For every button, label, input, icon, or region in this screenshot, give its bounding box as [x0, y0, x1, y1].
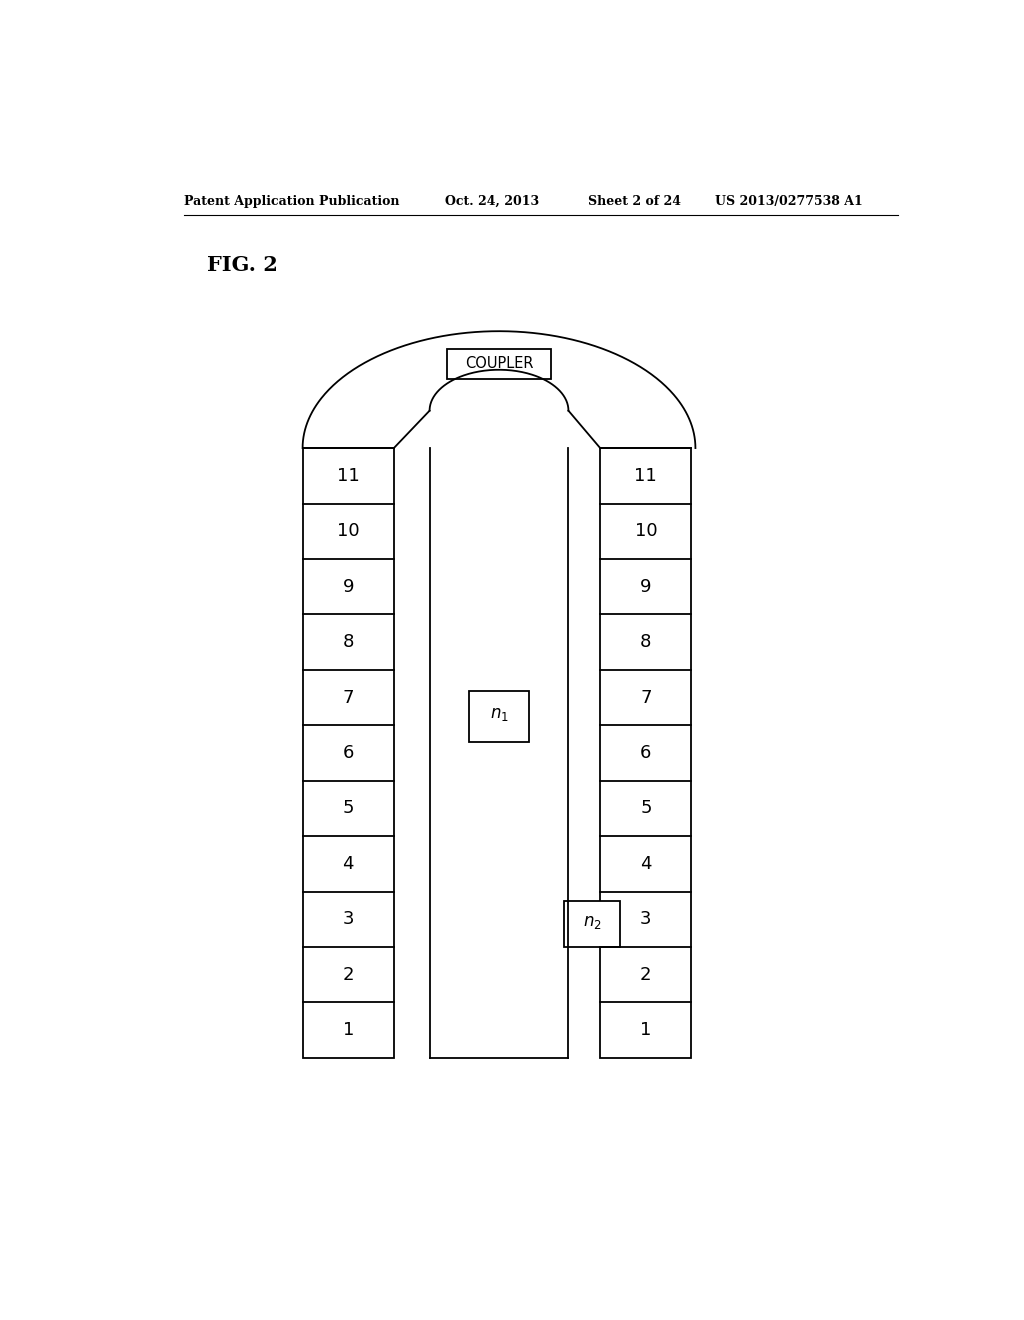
- Text: 8: 8: [343, 634, 354, 651]
- Text: 2: 2: [342, 966, 354, 983]
- Text: 1: 1: [640, 1022, 651, 1039]
- Text: 7: 7: [640, 689, 651, 706]
- Text: 1: 1: [343, 1022, 354, 1039]
- Bar: [303, 447, 394, 1057]
- Text: 8: 8: [640, 634, 651, 651]
- Text: Patent Application Publication: Patent Application Publication: [183, 194, 399, 207]
- Text: 9: 9: [640, 578, 651, 595]
- Text: 10: 10: [635, 523, 657, 540]
- Text: 7: 7: [342, 689, 354, 706]
- Text: US 2013/0277538 A1: US 2013/0277538 A1: [715, 194, 863, 207]
- Text: 6: 6: [640, 744, 651, 762]
- Text: FIG. 2: FIG. 2: [207, 255, 279, 275]
- Text: 3: 3: [640, 911, 651, 928]
- FancyBboxPatch shape: [564, 900, 621, 946]
- Text: 4: 4: [640, 855, 651, 873]
- Text: $n_2$: $n_2$: [583, 912, 602, 931]
- Bar: [600, 447, 691, 1057]
- Text: COUPLER: COUPLER: [465, 356, 534, 371]
- Text: 6: 6: [343, 744, 354, 762]
- Text: 10: 10: [337, 523, 359, 540]
- Text: 11: 11: [337, 467, 359, 484]
- FancyBboxPatch shape: [447, 348, 551, 379]
- Text: 11: 11: [635, 467, 657, 484]
- Text: 5: 5: [640, 800, 651, 817]
- Text: 5: 5: [342, 800, 354, 817]
- Text: Sheet 2 of 24: Sheet 2 of 24: [588, 194, 681, 207]
- Text: $n_1$: $n_1$: [489, 705, 509, 723]
- Text: 4: 4: [342, 855, 354, 873]
- FancyBboxPatch shape: [469, 690, 528, 742]
- Text: 2: 2: [640, 966, 651, 983]
- Text: 9: 9: [342, 578, 354, 595]
- Text: Oct. 24, 2013: Oct. 24, 2013: [445, 194, 540, 207]
- Text: 3: 3: [342, 911, 354, 928]
